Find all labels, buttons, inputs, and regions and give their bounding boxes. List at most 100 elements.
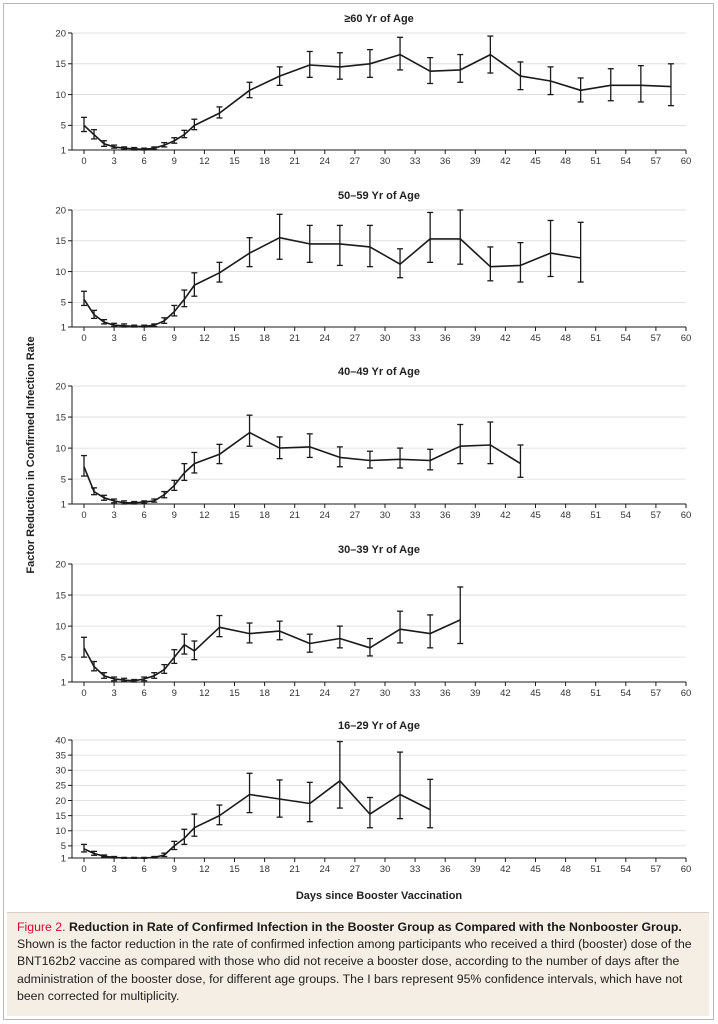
y-tick-label: 10 (55, 90, 66, 101)
x-tick-label: 9 (172, 688, 177, 699)
x-tick-label: 12 (199, 510, 210, 521)
x-tick-label: 57 (651, 510, 662, 521)
panel-title: 40–49 Yr of Age (338, 366, 420, 378)
x-tick-label: 6 (142, 333, 147, 344)
series-line (83, 619, 461, 682)
y-tick-label: 20 (55, 796, 66, 807)
x-tick-label: 60 (681, 864, 692, 875)
figure-caption: Figure 2. Reduction in Rate of Confirmed… (7, 912, 709, 1016)
x-tick-label: 33 (410, 156, 421, 167)
x-tick-label: 6 (142, 510, 147, 521)
chart-figure: Factor Reduction in Confirmed Infection … (25, 13, 691, 902)
x-tick-label: 18 (259, 864, 270, 875)
y-tick-label: 30 (55, 766, 66, 777)
panel-title: 50–59 Yr of Age (338, 190, 420, 202)
x-tick-label: 18 (259, 156, 270, 167)
x-tick-label: 3 (111, 688, 116, 699)
x-tick-label: 0 (81, 864, 86, 875)
x-tick-label: 51 (590, 333, 601, 344)
x-tick-label: 15 (229, 156, 240, 167)
x-tick-label: 21 (289, 510, 300, 521)
y-tick-label: 10 (55, 621, 66, 632)
x-tick-label: 30 (380, 688, 391, 699)
x-tick-label: 24 (320, 688, 331, 699)
x-tick-label: 12 (199, 688, 210, 699)
x-tick-label: 33 (410, 864, 421, 875)
y-tick-label: 20 (55, 559, 66, 570)
x-tick-label: 54 (621, 688, 632, 699)
x-tick-label: 24 (320, 333, 331, 344)
x-tick-label: 33 (410, 333, 421, 344)
x-tick-label: 12 (199, 864, 210, 875)
x-tick-label: 3 (111, 864, 116, 875)
x-tick-label: 30 (380, 864, 391, 875)
x-tick-label: 18 (259, 688, 270, 699)
y-tick-label: 15 (55, 59, 66, 70)
x-tick-label: 57 (651, 688, 662, 699)
y-tick-label: 1 (61, 145, 66, 156)
x-tick-label: 0 (81, 333, 86, 344)
x-tick-label: 9 (172, 510, 177, 521)
y-tick-label: 10 (55, 443, 66, 454)
x-tick-label: 42 (500, 510, 511, 521)
x-tick-label: 33 (410, 688, 421, 699)
y-tick-label: 40 (55, 735, 66, 746)
caption-heading: Reduction in Rate of Confirmed Infection… (68, 920, 682, 934)
x-tick-label: 42 (500, 688, 511, 699)
x-tick-label: 24 (320, 510, 331, 521)
series-line (83, 431, 521, 504)
x-tick-label: 3 (111, 333, 116, 344)
x-tick-label: 45 (530, 688, 541, 699)
figure-frame (3, 3, 714, 1020)
series-line (83, 779, 431, 859)
caption-body: Shown is the factor reduction in the rat… (17, 937, 692, 1003)
x-tick-label: 15 (229, 688, 240, 699)
y-axis-label: Factor Reduction in Confirmed Infection … (25, 336, 37, 573)
x-tick-label: 36 (440, 510, 451, 521)
x-tick-label: 33 (410, 510, 421, 521)
x-tick-label: 24 (320, 864, 331, 875)
panel-title: 16–29 Yr of Age (338, 720, 420, 732)
x-tick-label: 15 (229, 864, 240, 875)
x-tick-label: 18 (259, 333, 270, 344)
x-tick-label: 6 (142, 864, 147, 875)
x-tick-label: 57 (651, 333, 662, 344)
y-tick-label: 1 (61, 677, 66, 688)
x-tick-label: 48 (560, 333, 571, 344)
y-tick-label: 35 (55, 750, 66, 761)
x-tick-label: 45 (530, 864, 541, 875)
x-tick-label: 0 (81, 156, 86, 167)
x-tick-label: 57 (651, 156, 662, 167)
y-tick-label: 5 (61, 652, 66, 663)
x-tick-label: 54 (621, 333, 632, 344)
x-tick-label: 39 (470, 156, 481, 167)
y-tick-label: 5 (61, 841, 66, 852)
x-tick-label: 3 (111, 510, 116, 521)
x-tick-label: 27 (350, 156, 361, 167)
series-line (83, 236, 581, 328)
y-tick-label: 1 (61, 322, 66, 333)
x-tick-label: 48 (560, 864, 571, 875)
x-tick-label: 51 (590, 510, 601, 521)
x-tick-label: 21 (289, 864, 300, 875)
x-tick-label: 9 (172, 864, 177, 875)
y-tick-label: 15 (55, 811, 66, 822)
x-tick-label: 42 (500, 864, 511, 875)
x-tick-label: 39 (470, 688, 481, 699)
x-tick-label: 39 (470, 864, 481, 875)
x-tick-label: 39 (470, 510, 481, 521)
x-tick-label: 42 (500, 156, 511, 167)
x-tick-label: 6 (142, 156, 147, 167)
y-tick-label: 5 (61, 298, 66, 309)
x-tick-label: 60 (681, 333, 692, 344)
x-tick-label: 21 (289, 333, 300, 344)
y-tick-label: 15 (55, 590, 66, 601)
x-tick-label: 39 (470, 333, 481, 344)
x-tick-label: 45 (530, 510, 541, 521)
panel-title: ≥60 Yr of Age (344, 13, 414, 25)
y-tick-label: 20 (55, 28, 66, 39)
